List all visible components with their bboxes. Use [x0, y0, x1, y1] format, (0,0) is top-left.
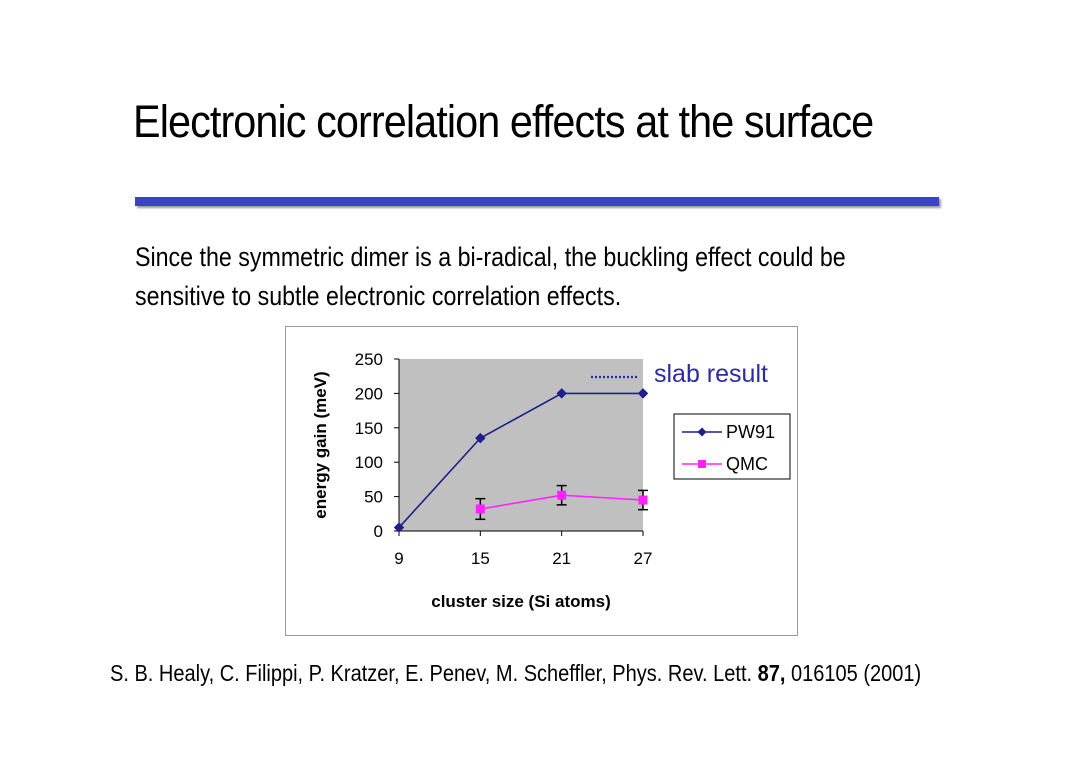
point-pw91 [475, 432, 486, 444]
x-tick-label: 9 [394, 549, 403, 568]
body-line: Since the symmetric dimer is a bi-radica… [135, 242, 846, 272]
citation: S. B. Healy, C. Filippi, P. Kratzer, E. … [110, 660, 945, 687]
y-tick-label: 100 [355, 453, 383, 472]
point-pw91 [637, 388, 649, 399]
body-text: Since the symmetric dimer is a bi-radica… [135, 238, 875, 316]
citation-page-year: 016105 (2001) [785, 660, 922, 686]
y-tick-label: 200 [355, 384, 383, 403]
x-tick-label: 15 [471, 549, 490, 568]
legend-marker-pw91 [697, 427, 707, 437]
plot-area [399, 359, 643, 531]
slab-result-label: slab result [654, 360, 768, 388]
point-pw91 [393, 522, 405, 533]
y-axis-title: energy gain (meV) [311, 371, 330, 518]
legend-label-pw91: PW91 [726, 422, 775, 442]
legend-box [673, 413, 791, 480]
x-tick-label: 21 [552, 549, 571, 568]
legend-label-qmc: QMC [726, 454, 768, 474]
body-line: sensitive to subtle electronic correlati… [135, 281, 622, 311]
y-tick-label: 0 [374, 522, 383, 541]
legend-marker-qmc [698, 460, 706, 468]
x-axis-title: cluster size (Si atoms) [431, 592, 611, 611]
citation-volume: 87, [757, 660, 786, 686]
point-qmc [638, 495, 648, 505]
point-pw91 [556, 388, 567, 399]
citation-authors: S. B. Healy, C. Filippi, P. Kratzer, E. … [110, 660, 758, 686]
x-tick-label: 27 [634, 549, 653, 568]
point-qmc [557, 490, 567, 500]
chart-frame: 0 50 100 150 200 250 9 15 21 27 cluster size (Si a… [285, 326, 798, 636]
title-rule [135, 197, 939, 206]
slide-title: Electronic correlation effects at the su… [133, 96, 874, 147]
series-line-pw91 [398, 392, 643, 529]
y-tick-label: 250 [355, 350, 383, 369]
point-qmc [475, 504, 485, 514]
energy-gain-chart: 0 50 100 150 200 250 9 15 21 27 cluster size (Si a… [311, 350, 791, 611]
y-tick-label: 50 [364, 488, 383, 507]
y-tick-label: 150 [355, 419, 383, 438]
